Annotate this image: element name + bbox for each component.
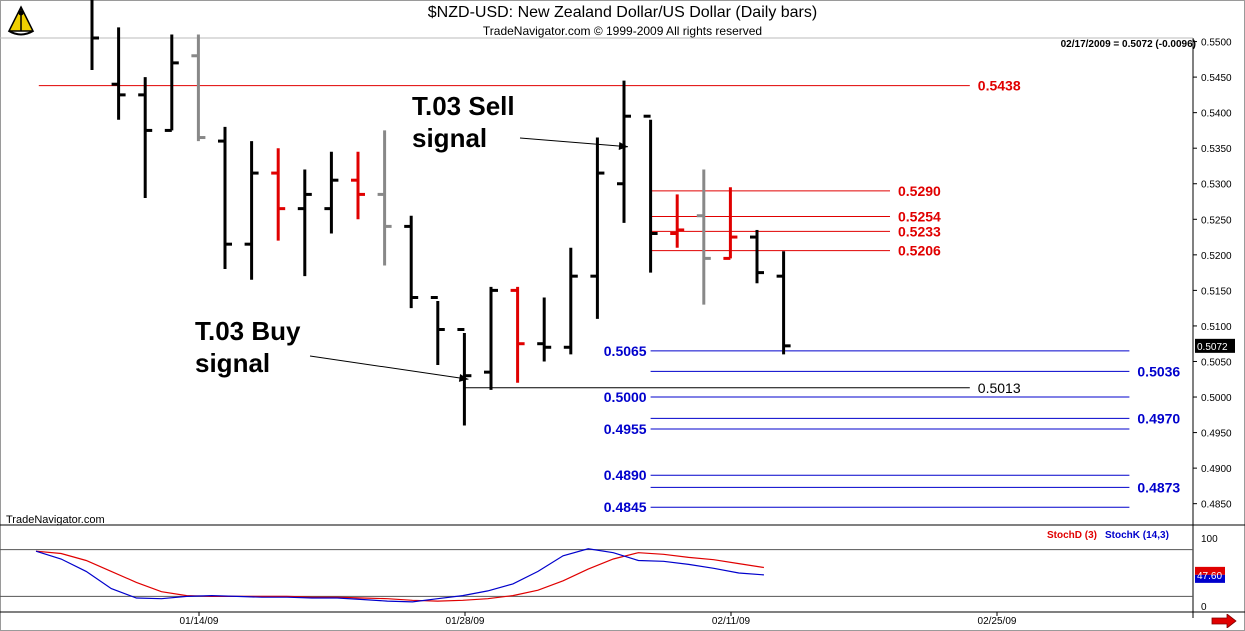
price-bar: [351, 151, 365, 220]
red-right-arrow-icon[interactable]: [1211, 614, 1237, 628]
price-bar: [723, 187, 738, 260]
price-bar: [324, 151, 339, 234]
price-bar: [670, 194, 685, 248]
price-tick-label: 0.5050: [1201, 357, 1232, 368]
price-bar: [297, 169, 312, 277]
price-tick-label: 0.5500: [1201, 38, 1232, 49]
price-bar: [510, 286, 525, 383]
price-tick-label: 0.5200: [1201, 251, 1232, 262]
legend-stoch-k: StochK (14,3): [1105, 530, 1169, 541]
price-bar: [750, 229, 764, 284]
price-bar: [164, 34, 179, 132]
annotation-arrow-line: [519, 137, 629, 148]
annotation-arrowhead: [458, 373, 469, 382]
level-label: 0.5013: [978, 380, 1021, 396]
annotation-arrowhead: [618, 142, 628, 151]
date-tick-label: 02/25/09: [978, 616, 1017, 627]
watermark-text: TradeNavigator.com: [6, 514, 105, 526]
stoch-tick-label: 100: [1201, 534, 1218, 545]
level-label: 0.5290: [898, 183, 941, 199]
annotation-arrow-line: [309, 355, 469, 380]
date-axis: 01/14/09 01/28/09 02/11/09 02/25/09: [180, 612, 1017, 627]
price-axis: 0.5500 0.5450 0.5400 0.5350 0.5300 0.5250 0.52…: [1193, 38, 1235, 511]
level-label: 0.4970: [1137, 410, 1180, 426]
level-label: 0.4955: [604, 421, 647, 437]
level-label: 0.4890: [604, 467, 647, 483]
price-bar: [404, 215, 419, 309]
price-bar: [244, 141, 259, 280]
level-label: 0.5065: [604, 343, 647, 359]
stoch-d-value-box: [1195, 566, 1225, 575]
level-label: 0.5233: [898, 223, 941, 239]
stoch-k-line: [35, 548, 764, 603]
current-value-box: [1195, 338, 1235, 353]
price-bar: [617, 80, 631, 223]
price-bar: [563, 247, 578, 355]
price-bar: [484, 286, 498, 390]
price-bar: [377, 130, 392, 266]
stochastic-panel: 100500StochD (3)StochK (14,3)47.60: [0, 530, 1225, 613]
price-bar: [776, 251, 791, 355]
price-tick-label: 0.4900: [1201, 464, 1232, 475]
annotation-subtitle: signal: [195, 348, 270, 378]
price-tick-label: 0.5450: [1201, 73, 1232, 84]
price-tick-label: 0.5150: [1201, 286, 1232, 297]
price-tick-label: 0.4850: [1201, 500, 1232, 511]
last-value-readout: 02/17/2009 = 0.5072 (-0.0096): [1061, 39, 1196, 50]
price-tick-label: 0.4950: [1201, 429, 1232, 440]
stoch-tick-label: 0: [1201, 602, 1207, 613]
price-tick-label: 0.5250: [1201, 215, 1232, 226]
price-bar: [537, 297, 552, 362]
price-bars: [90, 0, 791, 426]
stoch-d-line: [35, 550, 764, 602]
price-bar: [271, 148, 286, 241]
level-label: 0.4873: [1137, 479, 1180, 495]
level-label: 0.5206: [898, 243, 941, 259]
date-tick-label: 01/28/09: [446, 616, 485, 627]
level-label: 0.5254: [898, 208, 941, 224]
level-label: 0.5000: [604, 389, 647, 405]
annotation-subtitle: signal: [412, 123, 487, 153]
price-bar: [590, 137, 605, 319]
current-value-label: 0.5072: [1197, 342, 1228, 353]
price-bar: [111, 27, 126, 120]
price-tick-label: 0.5000: [1201, 393, 1232, 404]
price-bar: [430, 295, 445, 366]
price-bar: [696, 169, 711, 305]
annotation-title: T.03 Buy: [195, 316, 301, 346]
annotation-title: T.03 Sell: [412, 91, 515, 121]
price-tick-label: 0.5350: [1201, 144, 1232, 155]
level-label: 0.4845: [604, 499, 647, 515]
chart-copyright: TradeNavigator.com © 1999-2009 All right…: [482, 24, 763, 38]
price-tick-label: 0.5100: [1201, 322, 1232, 333]
sextant-logo-icon[interactable]: [4, 4, 38, 38]
chart-title: $NZD-USD: New Zealand Dollar/US Dollar (…: [427, 4, 818, 21]
price-bar: [90, 0, 99, 70]
price-bar: [191, 34, 206, 142]
stoch-last-value: 47.60: [1197, 571, 1222, 582]
price-tick-label: 0.5400: [1201, 109, 1232, 120]
date-tick-label: 01/14/09: [180, 616, 219, 627]
level-label: 0.5036: [1137, 363, 1180, 379]
date-tick-label: 02/11/09: [712, 616, 751, 627]
level-label: 0.5438: [978, 78, 1021, 94]
price-bar: [643, 114, 658, 273]
stoch-k-value-box: [1195, 574, 1225, 583]
price-tick-label: 0.5300: [1201, 180, 1232, 191]
price-bar: [138, 77, 153, 198]
legend-stoch-d: StochD (3): [1047, 530, 1097, 541]
price-bar: [218, 126, 232, 270]
